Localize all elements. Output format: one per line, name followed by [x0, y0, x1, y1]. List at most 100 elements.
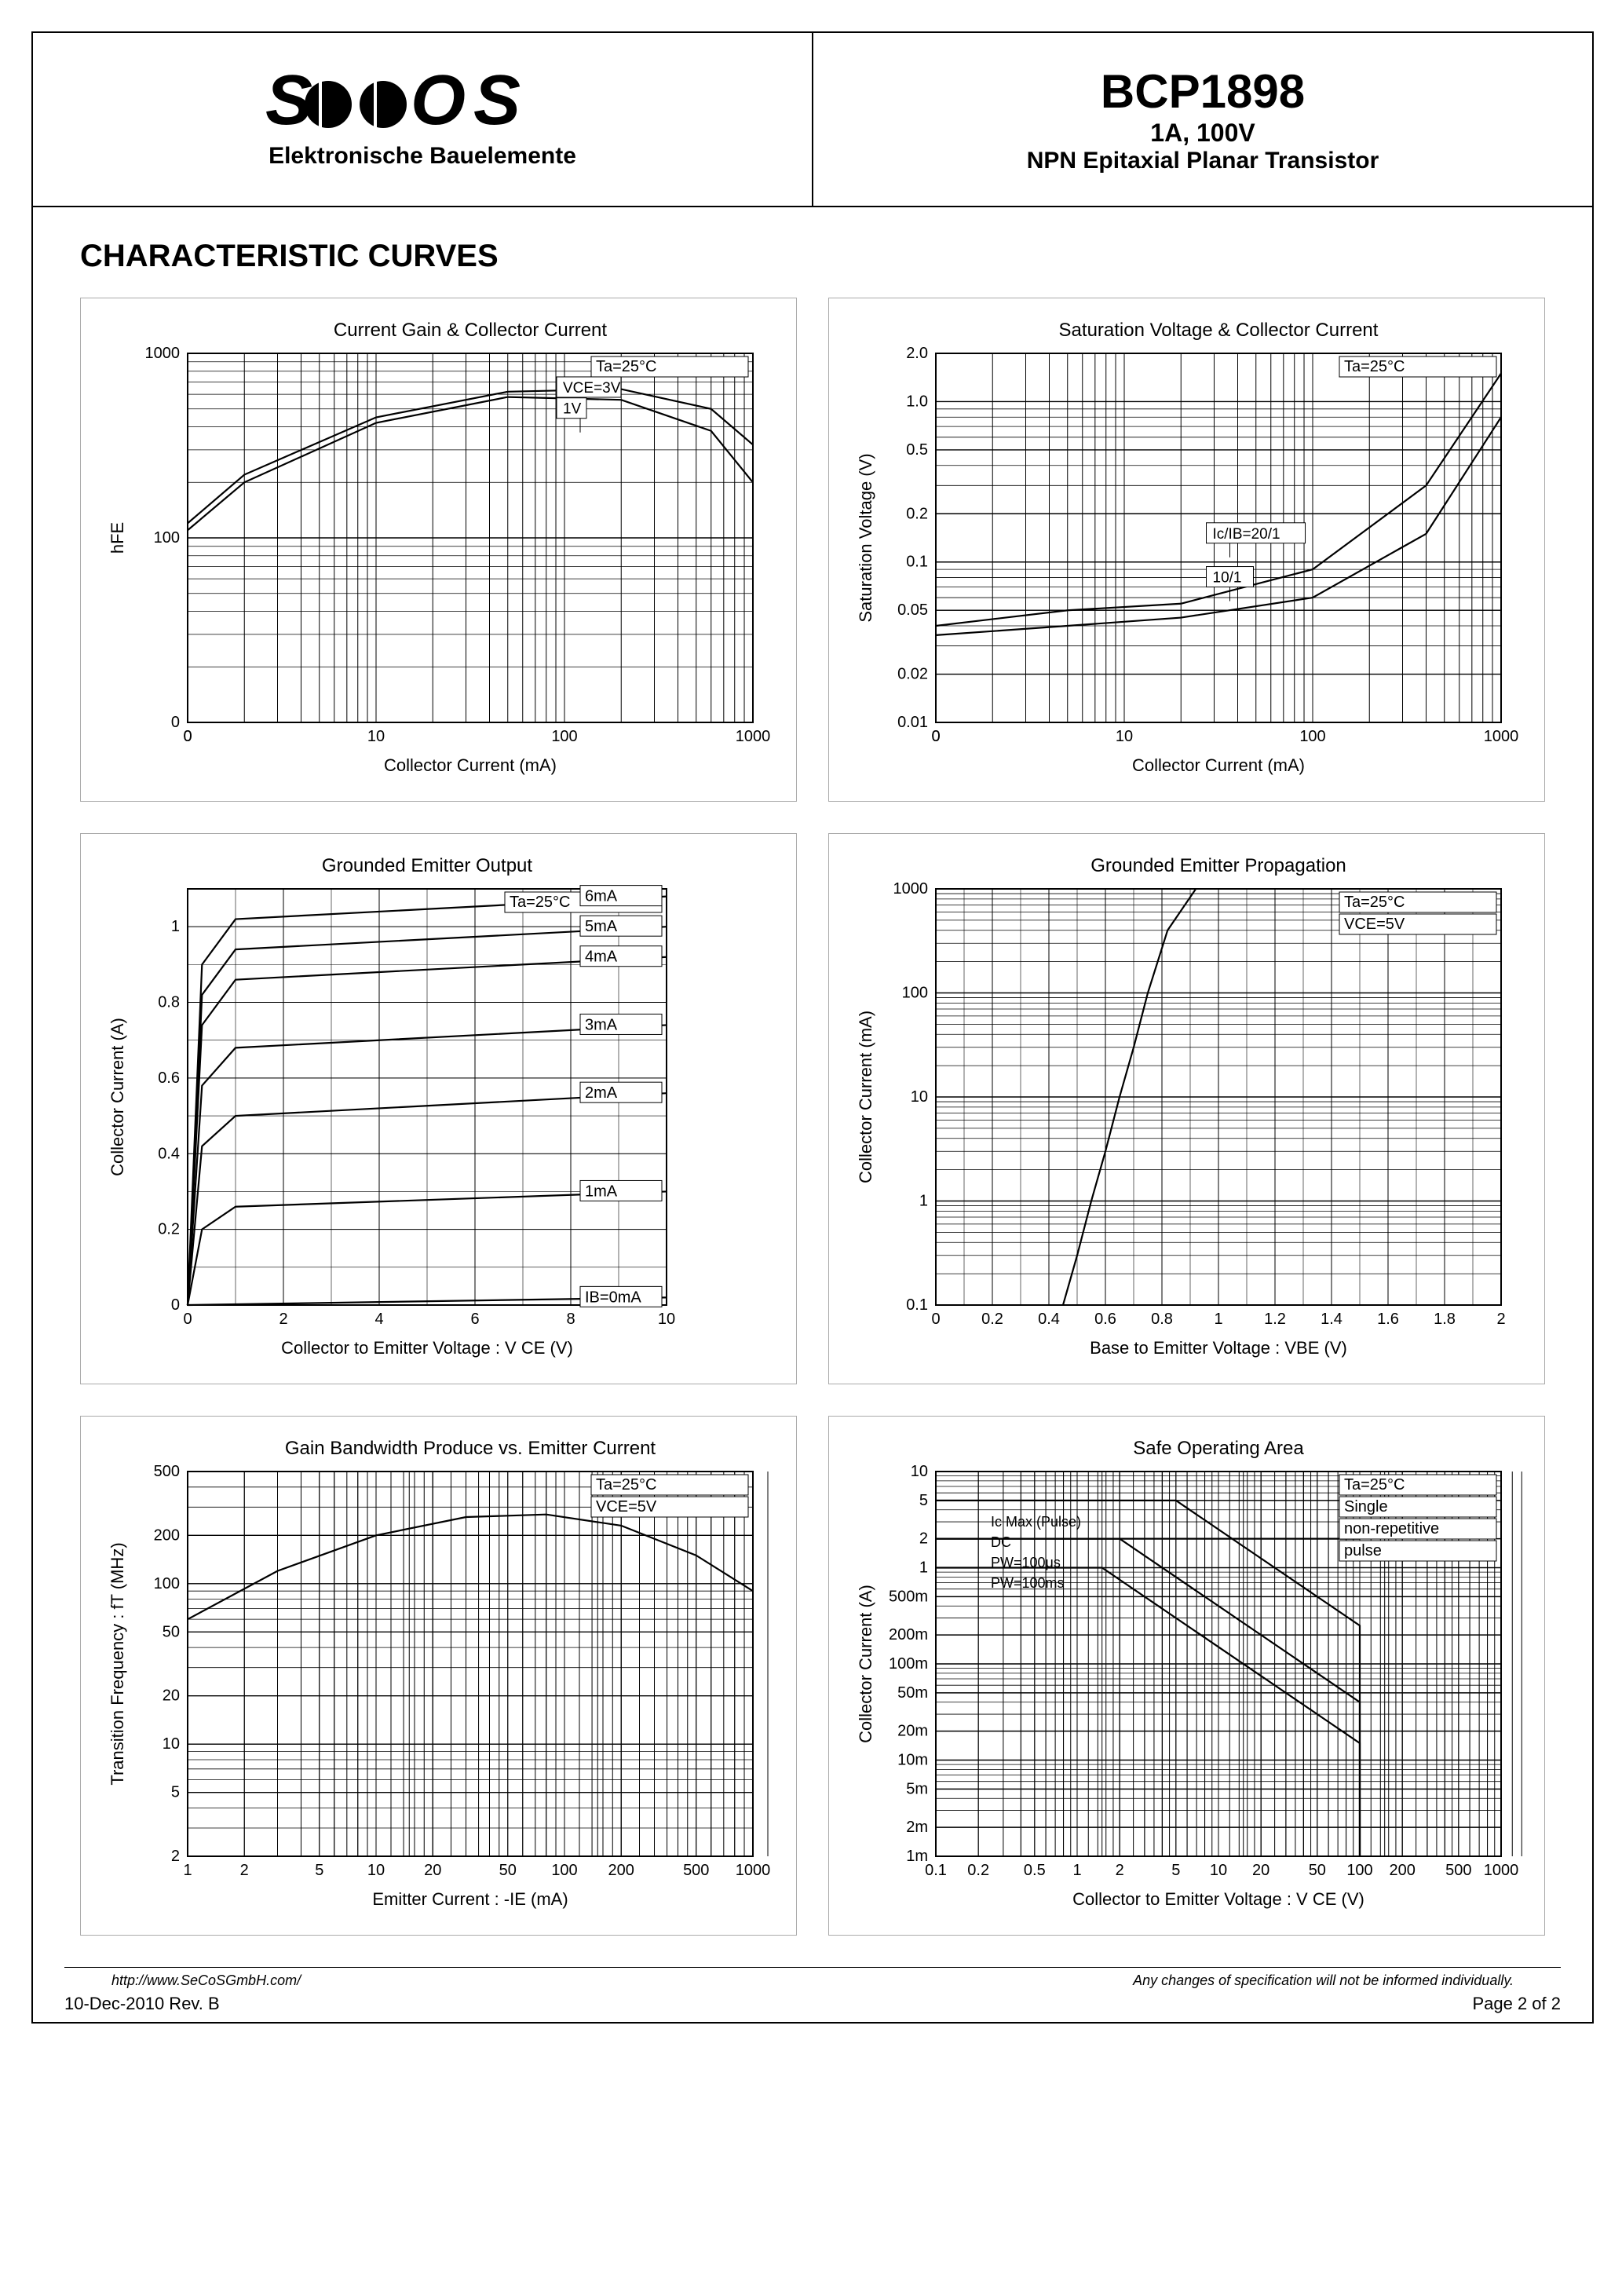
svg-text:200: 200 [1389, 1862, 1415, 1879]
svg-text:0: 0 [183, 728, 192, 745]
svg-text:Ta=25°C: Ta=25°C [596, 358, 657, 375]
svg-text:Ic/IB=20/1: Ic/IB=20/1 [1212, 526, 1280, 543]
svg-text:1: 1 [170, 918, 179, 935]
chart-soa: Safe Operating Area0.10.20.5125102050100… [828, 1416, 1545, 1936]
page-number: Page 2 of 2 [1472, 1994, 1561, 2014]
svg-text:Gain Bandwidth Produce vs. Emi: Gain Bandwidth Produce vs. Emitter Curre… [284, 1438, 656, 1459]
svg-text:6: 6 [470, 1311, 479, 1328]
svg-text:200: 200 [608, 1862, 634, 1879]
svg-text:500: 500 [683, 1862, 709, 1879]
svg-text:VCE=5V: VCE=5V [596, 1498, 657, 1515]
svg-text:VCE=3V: VCE=3V [563, 380, 621, 397]
svg-text:10: 10 [910, 1463, 927, 1480]
svg-text:0.1: 0.1 [906, 554, 928, 571]
svg-text:O: O [411, 69, 466, 140]
svg-text:2: 2 [1115, 1862, 1123, 1879]
svg-text:100: 100 [901, 985, 927, 1002]
svg-text:1000: 1000 [893, 880, 928, 898]
date-rev: 10-Dec-2010 Rev. B [64, 1994, 220, 2014]
svg-text:3mA: 3mA [585, 1016, 618, 1033]
svg-text:Emitter Current : -IE (mA): Emitter Current : -IE (mA) [372, 1889, 568, 1909]
svg-text:Ta=25°C: Ta=25°C [510, 894, 571, 911]
svg-text:4: 4 [374, 1311, 383, 1328]
svg-text:0.5: 0.5 [906, 441, 928, 459]
description: NPN Epitaxial Planar Transistor [1027, 148, 1379, 174]
svg-text:5: 5 [315, 1862, 323, 1879]
svg-text:2: 2 [1496, 1311, 1505, 1328]
header-left: S O S Elektronische Bauelemente [33, 33, 813, 206]
footer-url: http://www.SeCoSGmbH.com/ [111, 1972, 301, 1989]
svg-text:200: 200 [153, 1526, 179, 1544]
svg-text:1.6: 1.6 [1377, 1311, 1399, 1328]
svg-text:0: 0 [931, 728, 940, 745]
svg-text:Ic Max (Pulse): Ic Max (Pulse) [991, 1514, 1081, 1530]
svg-text:20: 20 [162, 1687, 179, 1705]
svg-text:100m: 100m [888, 1655, 927, 1673]
header-right: BCP1898 1A, 100V NPN Epitaxial Planar Tr… [813, 33, 1592, 206]
svg-text:10: 10 [1209, 1862, 1226, 1879]
svg-text:500m: 500m [888, 1588, 927, 1605]
svg-text:PW=100μs: PW=100μs [991, 1555, 1061, 1570]
header: S O S Elektronische Bauelemente BCP1898 … [33, 33, 1592, 207]
svg-text:0.5: 0.5 [1023, 1862, 1045, 1879]
svg-text:50: 50 [1308, 1862, 1325, 1879]
rating: 1A, 100V [1150, 119, 1255, 148]
svg-text:1: 1 [919, 1193, 927, 1210]
svg-text:0.4: 0.4 [1038, 1311, 1060, 1328]
svg-text:0.6: 0.6 [158, 1069, 180, 1087]
svg-text:Collector Current (mA): Collector Current (mA) [383, 755, 556, 775]
svg-text:8: 8 [566, 1311, 575, 1328]
svg-text:0.2: 0.2 [967, 1862, 989, 1879]
svg-text:VCE=5V: VCE=5V [1344, 916, 1405, 933]
footer-bottom: 10-Dec-2010 Rev. B Page 2 of 2 [33, 1989, 1592, 2022]
svg-text:1000: 1000 [1483, 1862, 1518, 1879]
svg-text:2mA: 2mA [585, 1084, 618, 1102]
svg-text:0: 0 [931, 1311, 940, 1328]
svg-text:10m: 10m [897, 1752, 928, 1769]
logo-subtitle: Elektronische Bauelemente [269, 143, 576, 170]
svg-text:1000: 1000 [735, 728, 770, 745]
svg-text:50: 50 [162, 1623, 179, 1640]
svg-text:100: 100 [551, 1862, 577, 1879]
svg-text:10: 10 [367, 1862, 384, 1879]
svg-text:50: 50 [499, 1862, 516, 1879]
svg-text:0.2: 0.2 [158, 1221, 180, 1238]
chart-hfe: Current Gain & Collector Current00101001… [80, 298, 797, 802]
svg-text:2: 2 [239, 1862, 248, 1879]
chart-saturation: Saturation Voltage & Collector Current00… [828, 298, 1545, 802]
svg-text:50m: 50m [897, 1684, 928, 1702]
svg-text:Collector Current (A): Collector Current (A) [108, 1018, 127, 1176]
svg-text:Grounded Emitter Propagation: Grounded Emitter Propagation [1090, 855, 1346, 876]
svg-text:0.6: 0.6 [1094, 1311, 1116, 1328]
svg-text:0.02: 0.02 [897, 666, 928, 683]
svg-text:0.01: 0.01 [897, 714, 928, 731]
svg-text:Ta=25°C: Ta=25°C [1344, 358, 1405, 375]
svg-text:4mA: 4mA [585, 949, 618, 966]
svg-text:1.4: 1.4 [1321, 1311, 1343, 1328]
svg-text:S: S [473, 69, 521, 140]
svg-text:2m: 2m [906, 1819, 928, 1836]
chart-gain-bandwidth: Gain Bandwidth Produce vs. Emitter Curre… [80, 1416, 797, 1936]
svg-text:Saturation Voltage & Collector: Saturation Voltage & Collector Current [1058, 320, 1378, 341]
svg-text:Collector to Emitter Voltage :: Collector to Emitter Voltage : V CE (V) [281, 1338, 573, 1358]
svg-text:100: 100 [153, 1575, 179, 1592]
svg-text:0.2: 0.2 [906, 505, 928, 522]
svg-text:10: 10 [367, 728, 384, 745]
svg-text:Safe Operating Area: Safe Operating Area [1133, 1438, 1304, 1459]
chart-emitter-output: Grounded Emitter Output024681000.20.40.6… [80, 833, 797, 1384]
svg-text:1: 1 [919, 1559, 927, 1577]
svg-text:200m: 200m [888, 1626, 927, 1643]
svg-text:5m: 5m [906, 1780, 928, 1797]
svg-text:non-repetitive: non-repetitive [1344, 1520, 1439, 1537]
svg-text:2: 2 [919, 1530, 927, 1548]
svg-text:Grounded Emitter Output: Grounded Emitter Output [321, 855, 532, 876]
svg-text:20: 20 [1252, 1862, 1269, 1879]
svg-text:PW=100ms: PW=100ms [991, 1575, 1065, 1591]
svg-text:Collector to Emitter Voltage :: Collector to Emitter Voltage : V CE (V) [1072, 1889, 1364, 1909]
svg-text:1: 1 [1214, 1311, 1222, 1328]
part-number: BCP1898 [1101, 64, 1305, 119]
section-title: CHARACTERISTIC CURVES [33, 207, 1592, 282]
svg-text:10: 10 [910, 1088, 927, 1106]
chart-emitter-propagation: Grounded Emitter Propagation00.20.40.60.… [828, 833, 1545, 1384]
svg-text:0.8: 0.8 [158, 994, 180, 1011]
